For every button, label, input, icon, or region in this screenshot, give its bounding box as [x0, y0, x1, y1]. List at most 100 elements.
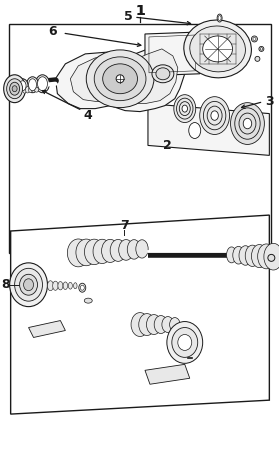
- Ellipse shape: [63, 282, 67, 289]
- Ellipse shape: [119, 239, 134, 260]
- Ellipse shape: [94, 57, 146, 100]
- Bar: [9, 24, 271, 253]
- Ellipse shape: [86, 50, 154, 107]
- Ellipse shape: [110, 239, 126, 261]
- Ellipse shape: [79, 283, 86, 292]
- Ellipse shape: [211, 111, 218, 120]
- Ellipse shape: [174, 94, 196, 123]
- Ellipse shape: [258, 244, 275, 269]
- Ellipse shape: [190, 26, 246, 72]
- Ellipse shape: [235, 108, 260, 139]
- Ellipse shape: [19, 81, 26, 91]
- Ellipse shape: [156, 68, 170, 80]
- Ellipse shape: [203, 36, 232, 62]
- Ellipse shape: [251, 244, 267, 268]
- Ellipse shape: [15, 269, 43, 301]
- Ellipse shape: [17, 79, 28, 93]
- Text: 7: 7: [120, 219, 129, 232]
- Ellipse shape: [217, 14, 222, 22]
- Ellipse shape: [48, 281, 53, 291]
- Ellipse shape: [127, 240, 141, 259]
- Ellipse shape: [32, 87, 36, 93]
- Ellipse shape: [182, 105, 188, 112]
- Ellipse shape: [152, 65, 174, 83]
- Ellipse shape: [68, 282, 72, 289]
- Ellipse shape: [260, 48, 263, 50]
- Polygon shape: [29, 320, 65, 338]
- Text: 4: 4: [84, 109, 93, 122]
- Ellipse shape: [162, 317, 174, 332]
- Ellipse shape: [139, 313, 155, 336]
- Ellipse shape: [259, 46, 264, 51]
- Text: 1: 1: [135, 4, 145, 18]
- Ellipse shape: [10, 82, 20, 95]
- Ellipse shape: [34, 87, 39, 92]
- Ellipse shape: [207, 106, 222, 125]
- Ellipse shape: [239, 246, 252, 265]
- Ellipse shape: [167, 321, 203, 363]
- Polygon shape: [11, 215, 269, 414]
- Ellipse shape: [218, 16, 221, 20]
- Polygon shape: [148, 104, 269, 156]
- Ellipse shape: [53, 281, 58, 290]
- Ellipse shape: [131, 313, 149, 337]
- Ellipse shape: [227, 247, 237, 263]
- Ellipse shape: [136, 240, 148, 258]
- Ellipse shape: [7, 79, 23, 99]
- Ellipse shape: [38, 77, 48, 91]
- Ellipse shape: [170, 318, 180, 332]
- Ellipse shape: [74, 283, 77, 289]
- Ellipse shape: [10, 263, 48, 307]
- Ellipse shape: [178, 334, 192, 350]
- Ellipse shape: [268, 254, 275, 261]
- Text: 3: 3: [265, 95, 274, 108]
- Ellipse shape: [116, 75, 124, 83]
- Text: 8: 8: [1, 278, 10, 291]
- Ellipse shape: [239, 113, 256, 134]
- Text: 1: 1: [135, 4, 145, 18]
- Ellipse shape: [12, 86, 17, 92]
- Ellipse shape: [243, 119, 252, 129]
- Ellipse shape: [29, 87, 32, 93]
- Ellipse shape: [184, 20, 251, 78]
- Polygon shape: [145, 364, 190, 384]
- Ellipse shape: [102, 239, 119, 263]
- Ellipse shape: [255, 56, 260, 62]
- Ellipse shape: [58, 282, 63, 290]
- Polygon shape: [55, 44, 185, 112]
- Ellipse shape: [85, 239, 104, 265]
- Ellipse shape: [154, 316, 168, 333]
- Ellipse shape: [245, 245, 260, 266]
- Ellipse shape: [189, 123, 201, 138]
- Polygon shape: [70, 49, 178, 104]
- Ellipse shape: [76, 239, 97, 266]
- Ellipse shape: [27, 77, 39, 93]
- Ellipse shape: [200, 97, 230, 134]
- Ellipse shape: [4, 75, 25, 103]
- Ellipse shape: [84, 298, 92, 303]
- Ellipse shape: [20, 274, 38, 295]
- Ellipse shape: [36, 75, 50, 93]
- Ellipse shape: [29, 79, 36, 91]
- Ellipse shape: [67, 239, 89, 267]
- Ellipse shape: [146, 314, 161, 334]
- Ellipse shape: [230, 103, 264, 144]
- Ellipse shape: [204, 101, 226, 130]
- Ellipse shape: [93, 239, 111, 263]
- Ellipse shape: [253, 38, 256, 40]
- Ellipse shape: [103, 64, 137, 94]
- Ellipse shape: [25, 87, 30, 93]
- Text: 2: 2: [164, 139, 172, 152]
- Text: 5: 5: [124, 10, 132, 23]
- Ellipse shape: [80, 285, 84, 290]
- Ellipse shape: [251, 36, 257, 42]
- Ellipse shape: [177, 98, 193, 119]
- Polygon shape: [145, 32, 200, 76]
- Ellipse shape: [264, 244, 280, 270]
- Ellipse shape: [172, 327, 198, 357]
- Text: 6: 6: [48, 25, 57, 38]
- Ellipse shape: [23, 86, 27, 93]
- Ellipse shape: [179, 102, 190, 116]
- Ellipse shape: [233, 246, 244, 264]
- Ellipse shape: [24, 279, 34, 291]
